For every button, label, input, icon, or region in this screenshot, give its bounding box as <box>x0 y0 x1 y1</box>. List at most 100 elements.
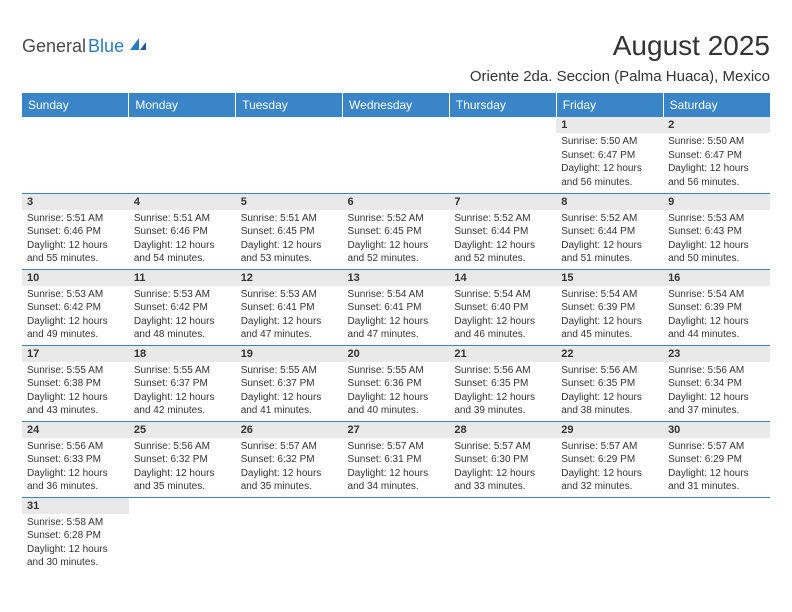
daylight-text-1: Daylight: 12 hours <box>241 391 338 405</box>
month-title: August 2025 <box>470 30 770 62</box>
calendar-cell: 31Sunrise: 5:58 AMSunset: 6:28 PMDayligh… <box>22 497 129 573</box>
weekday-saturday: Saturday <box>663 93 770 117</box>
day-details: Sunrise: 5:58 AMSunset: 6:28 PMDaylight:… <box>22 514 129 573</box>
calendar-week-row: 31Sunrise: 5:58 AMSunset: 6:28 PMDayligh… <box>22 497 770 573</box>
sunset-text: Sunset: 6:39 PM <box>668 301 765 315</box>
calendar-cell: 29Sunrise: 5:57 AMSunset: 6:29 PMDayligh… <box>556 421 663 497</box>
daylight-text-2: and 40 minutes. <box>348 404 445 418</box>
daylight-text-1: Daylight: 12 hours <box>134 315 231 329</box>
day-details: Sunrise: 5:56 AMSunset: 6:35 PMDaylight:… <box>449 362 556 421</box>
daylight-text-1: Daylight: 12 hours <box>561 239 658 253</box>
day-details: Sunrise: 5:56 AMSunset: 6:35 PMDaylight:… <box>556 362 663 421</box>
sunset-text: Sunset: 6:40 PM <box>454 301 551 315</box>
daylight-text-1: Daylight: 12 hours <box>454 467 551 481</box>
sunrise-text: Sunrise: 5:56 AM <box>561 364 658 378</box>
sunset-text: Sunset: 6:34 PM <box>668 377 765 391</box>
daylight-text-1: Daylight: 12 hours <box>668 467 765 481</box>
day-number: 15 <box>556 270 663 286</box>
daylight-text-2: and 33 minutes. <box>454 480 551 494</box>
day-details: Sunrise: 5:55 AMSunset: 6:36 PMDaylight:… <box>343 362 450 421</box>
day-details: Sunrise: 5:57 AMSunset: 6:32 PMDaylight:… <box>236 438 343 497</box>
sunset-text: Sunset: 6:45 PM <box>241 225 338 239</box>
daylight-text-1: Daylight: 12 hours <box>134 391 231 405</box>
calendar-week-row: 17Sunrise: 5:55 AMSunset: 6:38 PMDayligh… <box>22 345 770 421</box>
day-details: Sunrise: 5:56 AMSunset: 6:34 PMDaylight:… <box>663 362 770 421</box>
daylight-text-2: and 51 minutes. <box>561 252 658 266</box>
daylight-text-2: and 56 minutes. <box>668 176 765 190</box>
sunrise-text: Sunrise: 5:57 AM <box>454 440 551 454</box>
day-details: Sunrise: 5:52 AMSunset: 6:45 PMDaylight:… <box>343 210 450 269</box>
calendar-cell: 11Sunrise: 5:53 AMSunset: 6:42 PMDayligh… <box>129 269 236 345</box>
sunrise-text: Sunrise: 5:56 AM <box>454 364 551 378</box>
logo-text-blue: Blue <box>88 36 124 57</box>
sunset-text: Sunset: 6:44 PM <box>561 225 658 239</box>
daylight-text-1: Daylight: 12 hours <box>454 315 551 329</box>
sunset-text: Sunset: 6:35 PM <box>561 377 658 391</box>
sunrise-text: Sunrise: 5:57 AM <box>668 440 765 454</box>
day-details: Sunrise: 5:57 AMSunset: 6:31 PMDaylight:… <box>343 438 450 497</box>
calendar-cell: 12Sunrise: 5:53 AMSunset: 6:41 PMDayligh… <box>236 269 343 345</box>
daylight-text-2: and 45 minutes. <box>561 328 658 342</box>
weekday-sunday: Sunday <box>22 93 129 117</box>
day-number: 1 <box>556 117 663 133</box>
calendar-cell: 10Sunrise: 5:53 AMSunset: 6:42 PMDayligh… <box>22 269 129 345</box>
daylight-text-2: and 38 minutes. <box>561 404 658 418</box>
sunset-text: Sunset: 6:42 PM <box>27 301 124 315</box>
sunset-text: Sunset: 6:46 PM <box>27 225 124 239</box>
day-number: 17 <box>22 346 129 362</box>
day-details: Sunrise: 5:54 AMSunset: 6:39 PMDaylight:… <box>556 286 663 345</box>
sunset-text: Sunset: 6:29 PM <box>668 453 765 467</box>
day-number: 3 <box>22 194 129 210</box>
day-number: 24 <box>22 422 129 438</box>
daylight-text-2: and 30 minutes. <box>27 556 124 570</box>
sunrise-text: Sunrise: 5:54 AM <box>454 288 551 302</box>
calendar-cell <box>449 117 556 193</box>
daylight-text-2: and 31 minutes. <box>668 480 765 494</box>
daylight-text-1: Daylight: 12 hours <box>454 239 551 253</box>
calendar-cell: 2Sunrise: 5:50 AMSunset: 6:47 PMDaylight… <box>663 117 770 193</box>
daylight-text-1: Daylight: 12 hours <box>241 239 338 253</box>
day-details: Sunrise: 5:52 AMSunset: 6:44 PMDaylight:… <box>556 210 663 269</box>
daylight-text-2: and 52 minutes. <box>454 252 551 266</box>
location-text: Oriente 2da. Seccion (Palma Huaca), Mexi… <box>470 68 770 85</box>
day-details: Sunrise: 5:54 AMSunset: 6:39 PMDaylight:… <box>663 286 770 345</box>
daylight-text-2: and 37 minutes. <box>668 404 765 418</box>
calendar-week-row: 1Sunrise: 5:50 AMSunset: 6:47 PMDaylight… <box>22 117 770 193</box>
day-number: 21 <box>449 346 556 362</box>
sunset-text: Sunset: 6:36 PM <box>348 377 445 391</box>
daylight-text-2: and 48 minutes. <box>134 328 231 342</box>
daylight-text-1: Daylight: 12 hours <box>561 315 658 329</box>
day-number: 23 <box>663 346 770 362</box>
day-number: 28 <box>449 422 556 438</box>
daylight-text-2: and 55 minutes. <box>27 252 124 266</box>
calendar-cell: 22Sunrise: 5:56 AMSunset: 6:35 PMDayligh… <box>556 345 663 421</box>
calendar-cell: 28Sunrise: 5:57 AMSunset: 6:30 PMDayligh… <box>449 421 556 497</box>
sunset-text: Sunset: 6:42 PM <box>134 301 231 315</box>
calendar-cell: 25Sunrise: 5:56 AMSunset: 6:32 PMDayligh… <box>129 421 236 497</box>
sunset-text: Sunset: 6:41 PM <box>241 301 338 315</box>
sunrise-text: Sunrise: 5:56 AM <box>27 440 124 454</box>
day-number: 7 <box>449 194 556 210</box>
sunrise-text: Sunrise: 5:56 AM <box>668 364 765 378</box>
sunrise-text: Sunrise: 5:50 AM <box>668 135 765 149</box>
day-number: 2 <box>663 117 770 133</box>
day-number: 29 <box>556 422 663 438</box>
daylight-text-2: and 35 minutes. <box>241 480 338 494</box>
calendar-cell <box>556 497 663 573</box>
daylight-text-2: and 42 minutes. <box>134 404 231 418</box>
day-details: Sunrise: 5:53 AMSunset: 6:42 PMDaylight:… <box>22 286 129 345</box>
calendar-cell: 18Sunrise: 5:55 AMSunset: 6:37 PMDayligh… <box>129 345 236 421</box>
calendar-cell: 30Sunrise: 5:57 AMSunset: 6:29 PMDayligh… <box>663 421 770 497</box>
sunrise-text: Sunrise: 5:53 AM <box>134 288 231 302</box>
daylight-text-1: Daylight: 12 hours <box>561 467 658 481</box>
calendar-cell: 27Sunrise: 5:57 AMSunset: 6:31 PMDayligh… <box>343 421 450 497</box>
sunrise-text: Sunrise: 5:55 AM <box>27 364 124 378</box>
daylight-text-1: Daylight: 12 hours <box>134 239 231 253</box>
calendar-cell: 15Sunrise: 5:54 AMSunset: 6:39 PMDayligh… <box>556 269 663 345</box>
day-details: Sunrise: 5:57 AMSunset: 6:29 PMDaylight:… <box>556 438 663 497</box>
logo: GeneralBlue <box>22 36 148 57</box>
daylight-text-1: Daylight: 12 hours <box>561 391 658 405</box>
calendar-cell: 17Sunrise: 5:55 AMSunset: 6:38 PMDayligh… <box>22 345 129 421</box>
calendar-week-row: 10Sunrise: 5:53 AMSunset: 6:42 PMDayligh… <box>22 269 770 345</box>
day-number: 10 <box>22 270 129 286</box>
